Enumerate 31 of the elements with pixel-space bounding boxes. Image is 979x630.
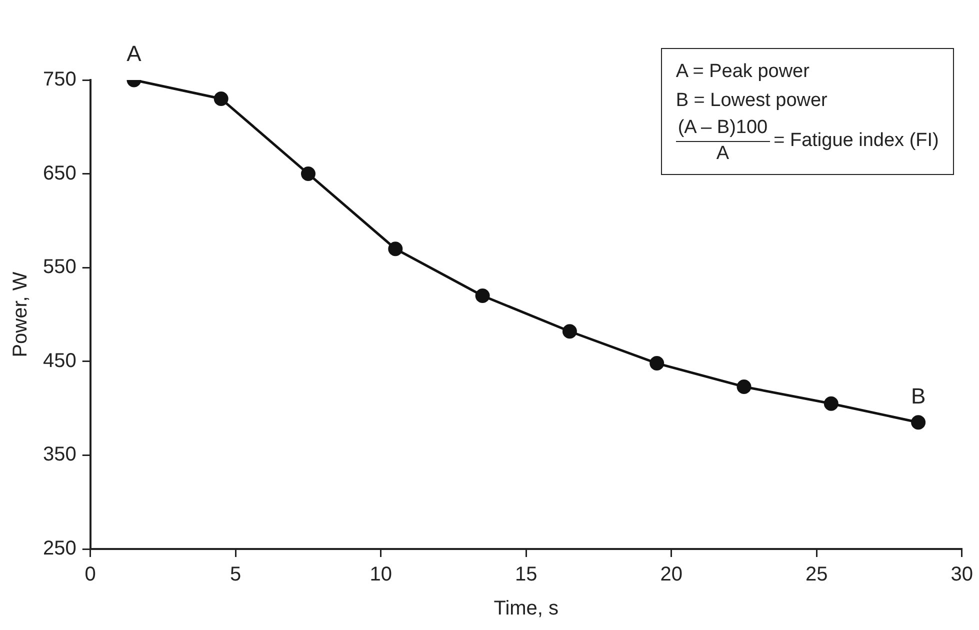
y-tick-label: 450 <box>42 350 76 372</box>
point <box>650 356 664 371</box>
x-tick-label: 30 <box>950 564 973 586</box>
y-axis-title: Power, W <box>10 272 32 358</box>
annotation: A <box>715 142 730 166</box>
point <box>475 288 490 303</box>
y-tick-label: 350 <box>42 444 76 466</box>
x-tick-label: 20 <box>660 564 682 586</box>
point <box>911 415 926 430</box>
point <box>388 242 403 256</box>
point <box>736 379 752 394</box>
annotation: (A – B)100 <box>676 116 770 142</box>
x-axis-title: Time, s <box>494 598 559 620</box>
annotation: A = Peak power <box>676 60 810 84</box>
x-tick-label: 15 <box>515 564 538 586</box>
point <box>214 92 228 106</box>
point <box>300 166 316 182</box>
point <box>824 396 838 411</box>
annotation: = Fatigue index (FI) <box>774 130 939 152</box>
x-tick-label: 5 <box>230 564 242 586</box>
y-tick-label: 750 <box>42 68 76 91</box>
y-tick-label: 650 <box>42 162 76 184</box>
annotation: B = Lowest power <box>676 89 828 114</box>
x-tick-label: 25 <box>806 564 828 586</box>
annotation: A <box>126 41 142 66</box>
y-tick-label: 250 <box>42 538 76 560</box>
x-tick-label: 0 <box>84 564 96 586</box>
point <box>562 324 577 339</box>
x-tick-label: 10 <box>370 564 392 586</box>
annotation: B <box>910 383 926 408</box>
y-tick-label: 550 <box>42 256 76 278</box>
